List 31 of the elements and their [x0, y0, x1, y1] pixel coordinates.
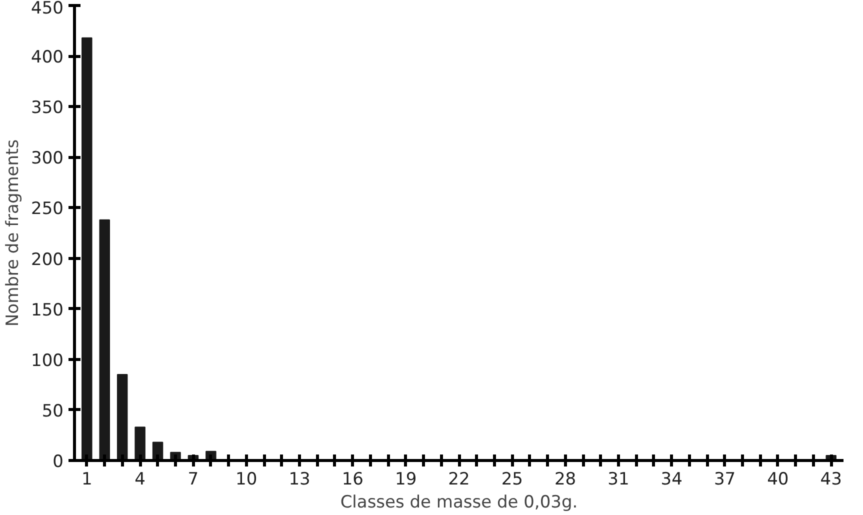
x-tick-label: 40 — [767, 470, 789, 490]
y-tick-label: 400 — [31, 48, 64, 68]
x-tick-label: 31 — [608, 470, 630, 490]
x-tick-label: 37 — [714, 470, 736, 490]
y-tick-label: 350 — [31, 98, 64, 118]
y-tick-label: 300 — [31, 148, 64, 169]
x-tick-label: 34 — [660, 470, 682, 490]
y-tick-label: 0 — [52, 452, 64, 472]
y-tick-label: 50 — [42, 401, 64, 422]
x-tick-label: 43 — [820, 470, 842, 490]
bar — [116, 374, 128, 460]
x-tick-label: 10 — [236, 470, 258, 490]
y-tick-label: 150 — [31, 300, 64, 320]
bar — [82, 37, 92, 460]
x-tick-label: 4 — [134, 470, 146, 490]
x-tick-label: 22 — [448, 470, 470, 490]
x-tick-label: 13 — [288, 470, 310, 490]
x-tick-label: 19 — [395, 470, 417, 490]
bar — [99, 219, 110, 460]
y-tick-label: 100 — [31, 350, 64, 371]
x-tick-label: 16 — [342, 470, 364, 490]
x-tick-label: 7 — [188, 470, 199, 490]
x-axis-title: Classes de masse de 0,03g. — [340, 492, 578, 512]
x-tick-label: 28 — [554, 470, 576, 490]
x-tick-label: 25 — [501, 470, 523, 490]
bar — [134, 426, 146, 460]
y-tick-label: 250 — [31, 199, 64, 220]
y-axis-title: Nombre de fragments — [3, 139, 24, 327]
y-tick-label: 200 — [31, 250, 64, 270]
x-tick-label: 1 — [81, 470, 92, 490]
y-tick-label: 450 — [31, 0, 64, 18]
